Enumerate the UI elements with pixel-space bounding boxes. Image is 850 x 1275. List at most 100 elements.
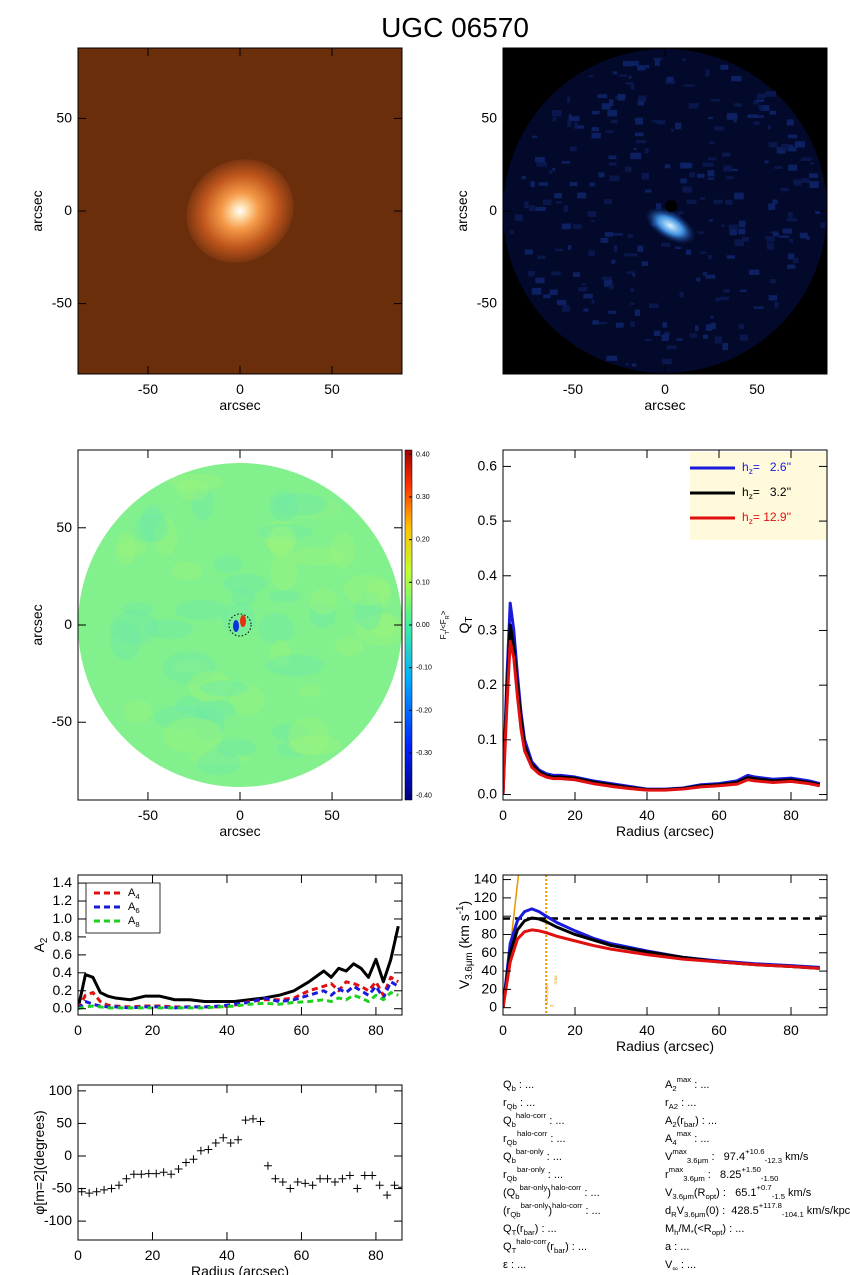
x-tick-label: 40: [219, 1022, 235, 1038]
text-part: : ...: [678, 1097, 696, 1109]
text-part: : ...: [516, 1079, 534, 1091]
residual-blob: [601, 103, 611, 110]
text-part: 0: [74, 1022, 82, 1038]
residual-blob: [535, 206, 546, 211]
residual-blob: [542, 199, 552, 206]
residual-blob: [789, 238, 794, 243]
residual-blob: [788, 134, 798, 139]
residual-blob: [591, 127, 599, 132]
point: [271, 1174, 280, 1183]
text-part: 80: [368, 1247, 384, 1263]
point: [301, 1179, 310, 1188]
text-part: V: [456, 979, 472, 989]
residual-blob: [700, 196, 706, 200]
point: [144, 1169, 153, 1178]
residual-blob: [702, 162, 714, 167]
residual-blob: [574, 125, 585, 129]
text-part: : ...: [691, 1079, 709, 1091]
parameter: Mh/M*(<Ropt) : ...: [665, 1223, 744, 1237]
residual-blob: [705, 69, 710, 76]
text-part: -50: [52, 294, 72, 310]
colorbar-tick-label: -0.40: [416, 793, 432, 800]
text-part: bar: [554, 1246, 566, 1255]
text-part: opt: [705, 1192, 717, 1201]
text-part: -0.20: [416, 707, 432, 714]
residual-blob: [631, 363, 637, 367]
text-part: +10.6: [745, 1147, 764, 1156]
x-tick-label: 20: [567, 807, 583, 823]
text-part: -50: [477, 294, 497, 310]
residual-blob: [787, 253, 795, 260]
legend-label: A4: [128, 887, 140, 901]
residual-blob: [774, 301, 779, 309]
residual-blob: [733, 118, 737, 123]
text-part: 40: [639, 807, 655, 823]
text-part: 80: [783, 807, 799, 823]
residual-blob: [738, 228, 746, 235]
text-part: km/s: [782, 1151, 809, 1163]
text-part: : 8.25: [705, 1169, 742, 1181]
y-tick-label: 0: [489, 998, 497, 1014]
ratio-variation: [270, 551, 298, 591]
point: [114, 1181, 123, 1190]
text-part: d: [665, 1205, 671, 1217]
text-part: 0.6: [53, 946, 73, 962]
x-tick-label: 40: [639, 1022, 655, 1038]
plot-area: [503, 875, 827, 1015]
text-part: ): [456, 901, 472, 906]
residual-blob: [661, 358, 672, 365]
text-part: h: [742, 460, 749, 474]
ratio-variation: [289, 496, 346, 518]
residual-blob: [637, 245, 644, 252]
text-part: -50: [52, 1179, 72, 1195]
text-part: 0: [64, 1147, 72, 1163]
text-part: 4: [135, 892, 140, 901]
text-part: r: [665, 1169, 669, 1181]
residual-blob: [787, 212, 793, 218]
text-part: : ...: [582, 1205, 600, 1217]
x-tick-label: -50: [138, 381, 158, 397]
residual-blob: [635, 140, 646, 144]
residual-blob: [524, 201, 529, 208]
x-tick-label: 20: [567, 1022, 583, 1038]
text-part: A: [665, 1079, 673, 1091]
text-part: ∞: [672, 1264, 677, 1273]
x-tick-label: -50: [563, 381, 583, 397]
residual-blob: [781, 143, 790, 151]
residual-blob: [806, 236, 811, 240]
residual-blob: [676, 338, 683, 341]
text-part: r: [503, 1133, 507, 1145]
residual-blob: [720, 296, 729, 301]
colorbar-tick-label: 0.00: [416, 622, 430, 629]
text-part: halo-corr: [551, 1183, 582, 1192]
x-tick-label: 0: [74, 1247, 82, 1263]
text-part: -100: [44, 1212, 72, 1228]
residual-blob: [700, 251, 707, 254]
residual-blob: [655, 203, 662, 210]
residual-blob: [563, 205, 569, 212]
point: [353, 1184, 362, 1193]
residual-blob: [705, 73, 709, 77]
residual-blob: [581, 283, 586, 286]
residual-blob: [753, 121, 760, 126]
residual-blob: [648, 303, 659, 309]
text-part: T: [464, 617, 475, 623]
residual-blob: [738, 220, 746, 228]
ratio-variation: [118, 541, 147, 557]
point: [137, 1170, 146, 1179]
residual-blob: [755, 115, 765, 118]
text-part: bar: [684, 1120, 696, 1129]
residual-blob: [617, 93, 626, 101]
residual-blob: [695, 325, 699, 332]
point: [249, 1114, 258, 1123]
text-part: arcsec: [29, 604, 45, 645]
text-part: (<R: [694, 1223, 712, 1235]
residual-blob: [665, 81, 676, 84]
residual-blob: [552, 167, 556, 171]
y-axis-label: arcsec: [29, 190, 45, 231]
residual-blob: [725, 176, 735, 180]
text-part: arcsec: [644, 397, 685, 413]
residual-blob: [627, 234, 633, 239]
residual-blob: [607, 109, 618, 117]
residual-blob: [734, 239, 745, 247]
